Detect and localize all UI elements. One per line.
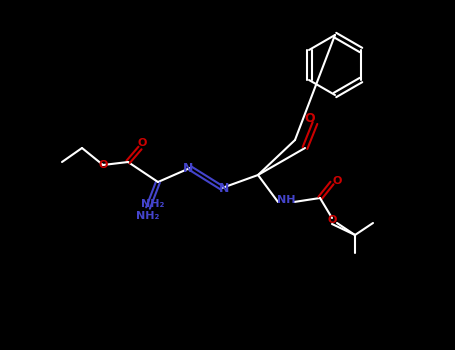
Text: NH₂: NH₂ (142, 199, 165, 209)
Text: O: O (305, 112, 315, 125)
Text: NH: NH (277, 195, 295, 205)
Text: O: O (332, 176, 342, 186)
Text: O: O (327, 215, 337, 225)
Text: O: O (98, 160, 108, 170)
Text: N: N (219, 182, 229, 195)
Text: NH₂: NH₂ (136, 211, 160, 221)
Text: N: N (183, 161, 193, 175)
Text: O: O (137, 138, 147, 148)
